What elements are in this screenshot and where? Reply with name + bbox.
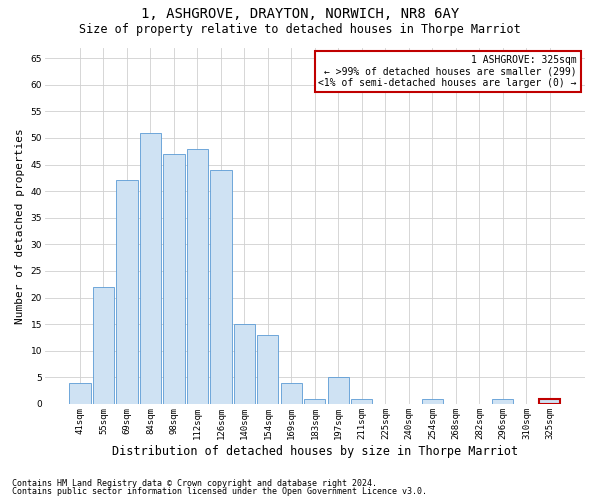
Bar (211, 170, 232, 404)
Bar (187, 148, 208, 404)
Bar (328, 378, 349, 404)
X-axis label: Distribution of detached houses by size in Thorpe Marriot: Distribution of detached houses by size … (112, 444, 518, 458)
Text: 1, ASHGROVE, DRAYTON, NORWICH, NR8 6AY: 1, ASHGROVE, DRAYTON, NORWICH, NR8 6AY (141, 8, 459, 22)
Text: Contains public sector information licensed under the Open Government Licence v3: Contains public sector information licen… (12, 487, 427, 496)
Text: 1 ASHGROVE: 325sqm
← >99% of detached houses are smaller (299)
<1% of semi-detac: 1 ASHGROVE: 325sqm ← >99% of detached ho… (319, 54, 577, 88)
Y-axis label: Number of detached properties: Number of detached properties (15, 128, 25, 324)
Bar (234, 324, 255, 404)
Bar (281, 382, 302, 404)
Bar (493, 398, 514, 404)
Text: Contains HM Land Registry data © Crown copyright and database right 2024.: Contains HM Land Registry data © Crown c… (12, 478, 377, 488)
Bar (70, 382, 91, 404)
Bar (257, 335, 278, 404)
Bar (352, 398, 373, 404)
Bar (304, 398, 325, 404)
Bar (116, 180, 137, 404)
Bar (140, 132, 161, 404)
Bar (539, 398, 560, 404)
Bar (422, 398, 443, 404)
Bar (93, 287, 114, 404)
Text: Size of property relative to detached houses in Thorpe Marriot: Size of property relative to detached ho… (79, 22, 521, 36)
Bar (163, 154, 185, 404)
